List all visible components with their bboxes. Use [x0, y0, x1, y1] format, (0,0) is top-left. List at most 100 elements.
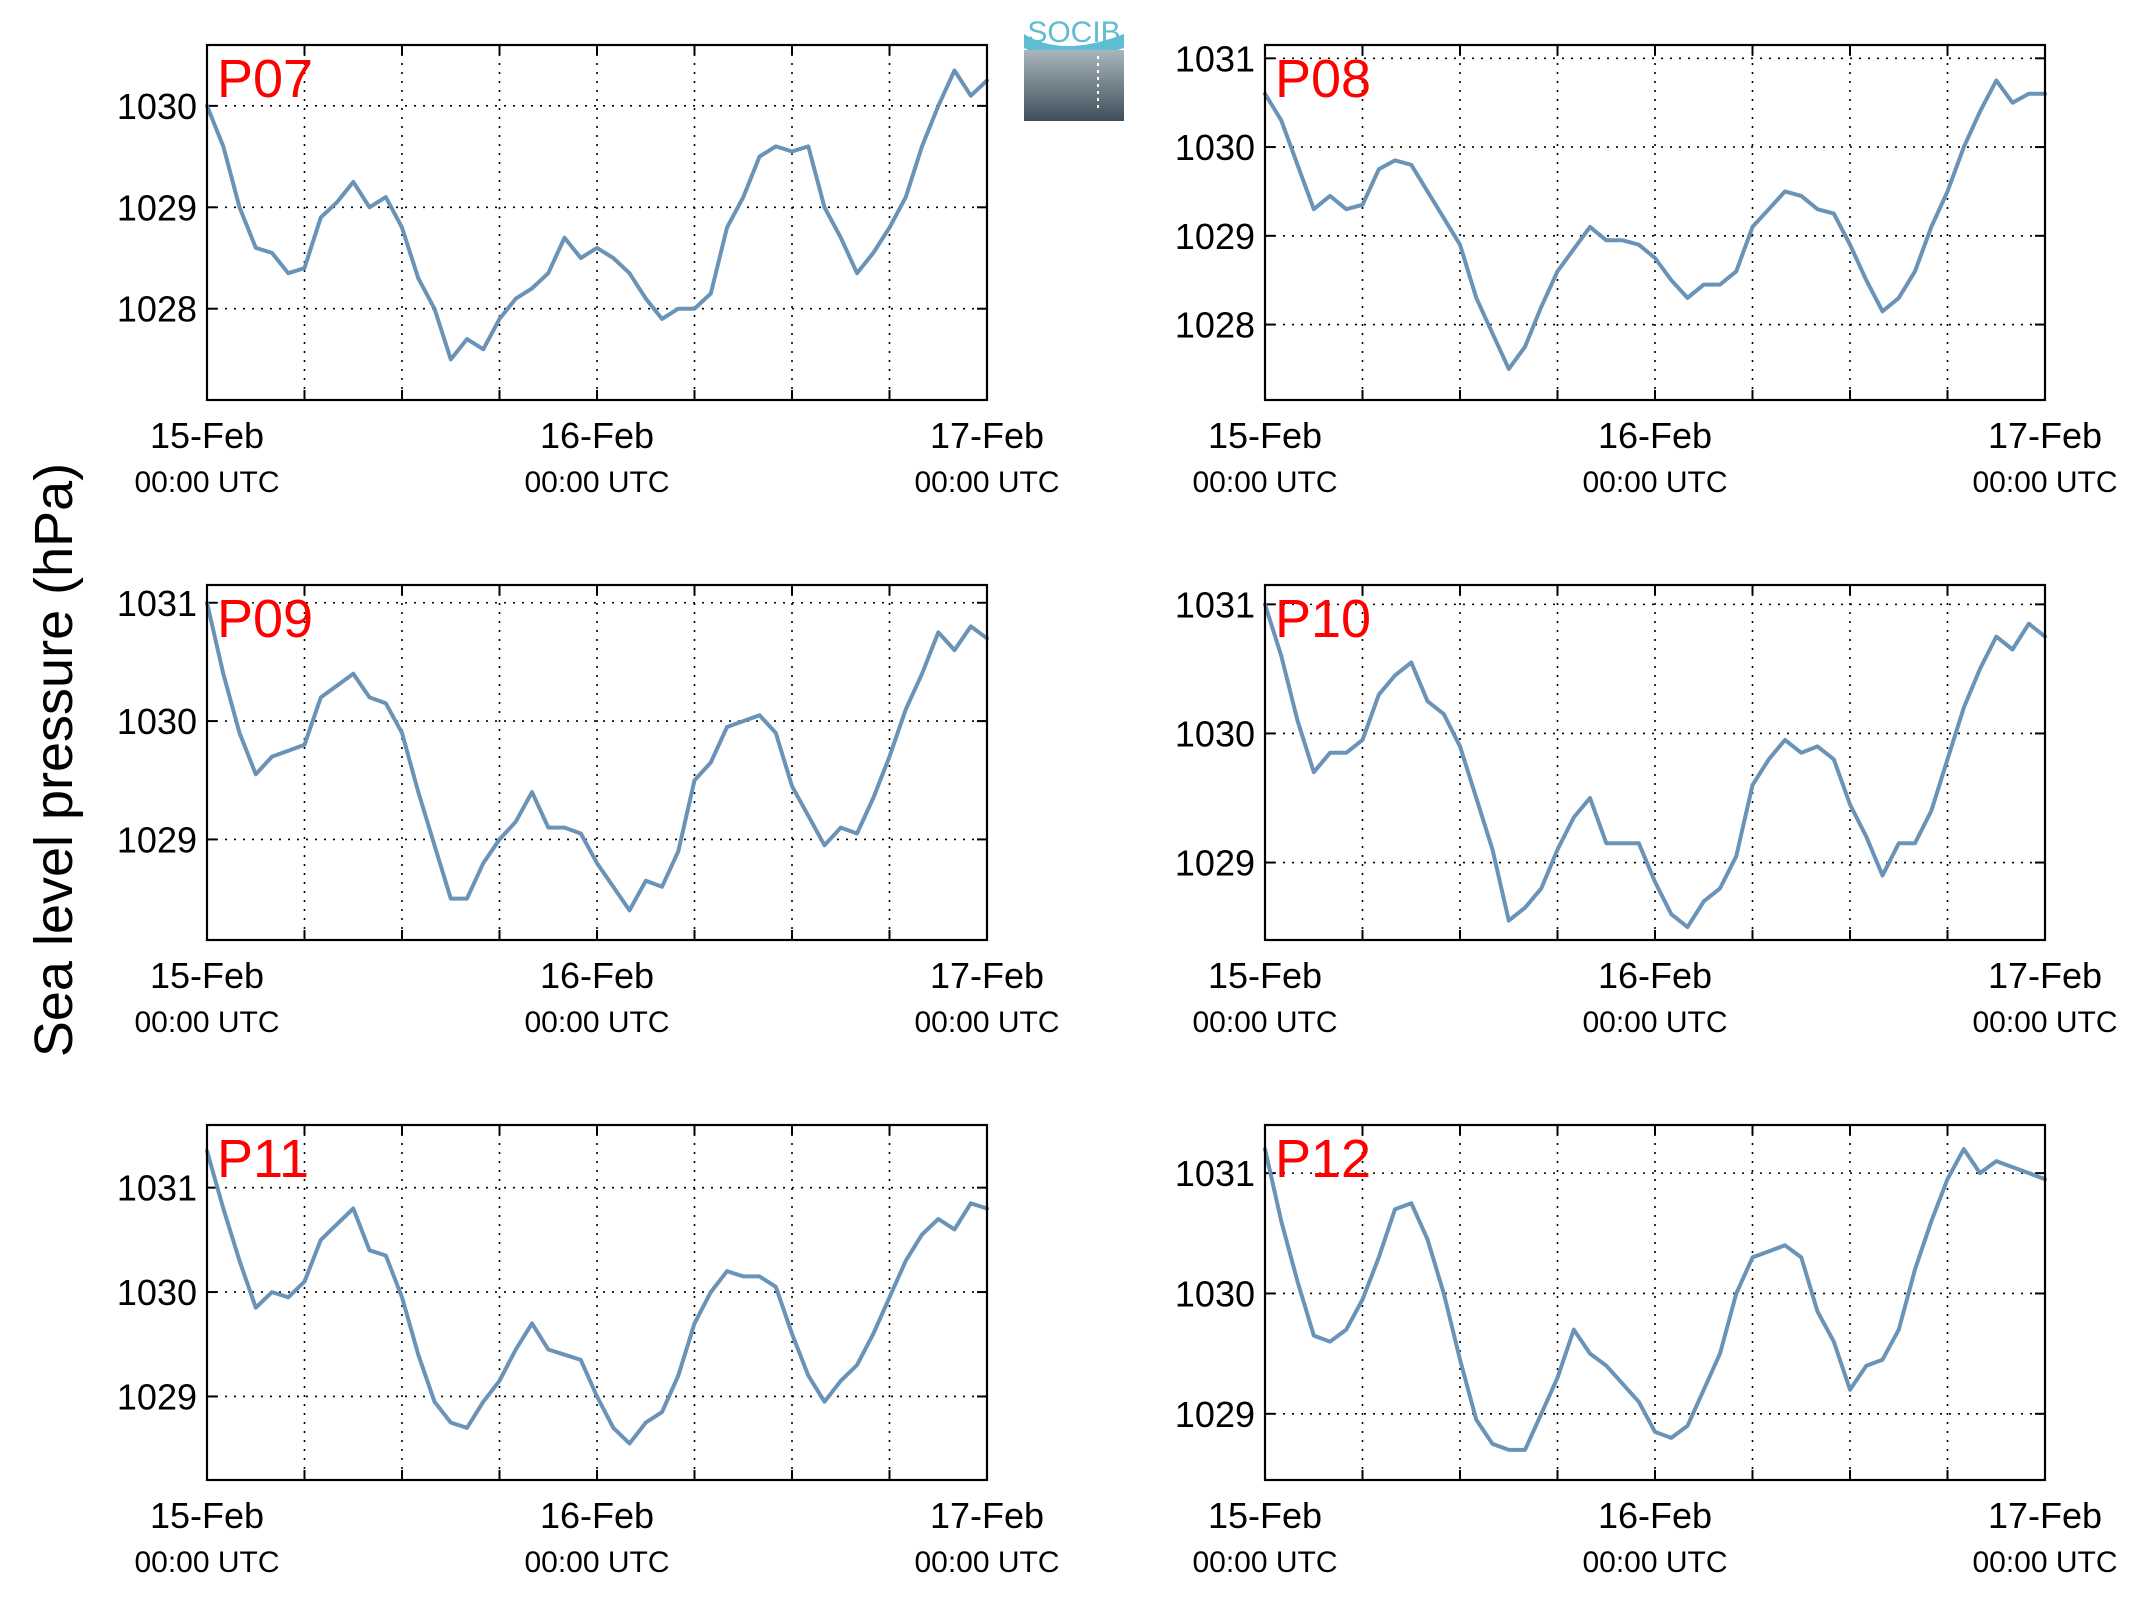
data-point	[775, 1286, 777, 1288]
data-point	[271, 252, 273, 254]
data-point	[466, 897, 468, 900]
data-point	[1768, 758, 1770, 760]
data-point	[1638, 1401, 1640, 1403]
data-point	[1589, 226, 1591, 228]
data-point	[1930, 810, 1932, 812]
data-point	[271, 755, 273, 758]
data-point	[417, 277, 419, 279]
data-point	[1670, 913, 1672, 915]
data-point	[1751, 1256, 1754, 1258]
x-tick-date-label: 15-Feb	[1208, 955, 1322, 996]
data-point	[742, 196, 744, 198]
data-point	[401, 732, 403, 734]
data-point	[238, 206, 241, 208]
data-point	[1443, 217, 1445, 219]
data-point	[823, 1401, 826, 1403]
data-point	[1394, 674, 1396, 676]
data-point	[238, 1260, 241, 1262]
x-tick-date-label: 16-Feb	[1598, 1495, 1712, 1536]
x-tick-time-label: 00:00 UTC	[134, 466, 279, 499]
data-point	[1508, 920, 1510, 922]
x-tick-date-label: 16-Feb	[540, 955, 654, 996]
data-point	[758, 155, 761, 158]
data-point	[612, 886, 614, 888]
x-tick-date-label: 17-Feb	[1988, 1495, 2102, 1536]
plot-frame	[205, 583, 989, 942]
data-point	[1735, 1292, 1737, 1295]
data-point	[856, 1364, 858, 1366]
data-point	[1280, 119, 1282, 122]
data-point	[1881, 1359, 1884, 1361]
data-point	[287, 750, 289, 752]
data-point	[2028, 623, 2030, 625]
data-point	[645, 880, 647, 882]
x-tick-time-label: 00:00 UTC	[134, 1006, 279, 1039]
data-point	[1898, 1328, 1900, 1331]
data-point	[710, 292, 712, 295]
data-point	[1849, 1389, 1851, 1391]
data-point	[888, 226, 891, 229]
data-point	[1751, 784, 1754, 786]
data-point	[1605, 1365, 1607, 1367]
station-label: P12	[1275, 1129, 1371, 1189]
data-point	[937, 1218, 939, 1220]
data-point	[953, 1228, 956, 1231]
data-point	[1881, 310, 1884, 312]
data-point	[1946, 758, 1949, 760]
data-point	[710, 761, 712, 764]
data-point	[531, 1322, 533, 1324]
data-point	[1816, 745, 1819, 747]
data-point	[1946, 190, 1949, 193]
data-point	[905, 1260, 907, 1262]
data-point	[840, 237, 842, 239]
data-point	[320, 216, 322, 219]
chart-panel-p10: 1029 1030 1031 15-Feb 00:00 UTC 16-Feb 00:00 U…	[1175, 583, 2118, 1039]
data-point	[1410, 661, 1412, 664]
y-tick-label: 1031	[1175, 584, 1255, 625]
data-point	[482, 348, 484, 350]
x-tick-time-label: 00:00 UTC	[1192, 1006, 1337, 1039]
data-point	[433, 1401, 436, 1403]
data-point	[970, 95, 972, 97]
data-point	[320, 696, 322, 699]
x-tick-time-label: 00:00 UTC	[134, 1546, 279, 1579]
data-point	[1345, 208, 1347, 210]
data-point	[1378, 694, 1380, 696]
data-point	[1930, 226, 1932, 228]
data-point	[1995, 1160, 1997, 1162]
data-point	[1296, 1280, 1299, 1283]
data-point	[872, 1333, 874, 1335]
data-point	[1833, 758, 1835, 760]
station-label: P08	[1275, 49, 1371, 109]
data-point	[953, 649, 956, 651]
x-tick-time-label: 00:00 UTC	[524, 1546, 669, 1579]
data-point	[1849, 803, 1851, 806]
data-point	[255, 247, 257, 249]
data-point	[872, 252, 874, 254]
data-point	[1491, 332, 1494, 335]
data-point	[1816, 1310, 1819, 1313]
data-point	[1345, 1328, 1347, 1331]
data-point	[1524, 1449, 1526, 1451]
data-point	[1573, 1328, 1575, 1331]
data-point	[417, 791, 419, 793]
y-tick-label: 1030	[117, 701, 197, 742]
data-point	[775, 732, 777, 734]
data-point	[2011, 648, 2014, 651]
data-point	[921, 1234, 923, 1236]
data-point	[677, 1374, 679, 1377]
data-point	[1979, 110, 1981, 113]
chart-panel-p07: 1028 1029 1030 15-Feb 00:00 UTC 16-Feb 00:00 U…	[117, 43, 1060, 499]
plot-frame	[1263, 1123, 2047, 1482]
data-point	[661, 886, 663, 888]
data-point	[515, 1348, 517, 1351]
data-point	[547, 826, 549, 829]
x-tick-time-label: 00:00 UTC	[524, 1006, 669, 1039]
data-point	[921, 145, 923, 148]
data-point	[1865, 836, 1867, 838]
data-point	[1735, 855, 1737, 857]
y-tick-label: 1031	[117, 1168, 197, 1209]
data-point	[1296, 164, 1299, 166]
data-point	[1654, 881, 1656, 883]
